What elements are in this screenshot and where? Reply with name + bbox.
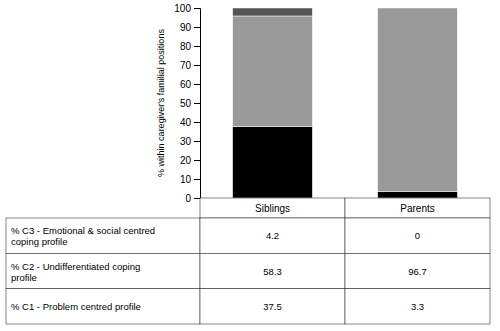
y-tick-mark (194, 8, 200, 9)
table-row-label-cell (6, 218, 200, 253)
y-tick-label: 10 (180, 174, 192, 185)
table-row-label-cell (6, 289, 200, 324)
table-row-label-line: profile (11, 271, 37, 282)
y-tick-mark (194, 179, 200, 180)
table-row-label: % C3 - Emotional & social centredcoping … (11, 225, 155, 247)
table-cell (200, 289, 345, 324)
table-row-label-line: % C1 - Problem centred profile (11, 301, 141, 312)
table-value: 58.3 (263, 266, 282, 277)
y-tick-label: 40 (180, 117, 192, 128)
table-value: 37.5 (263, 301, 282, 312)
y-tick-mark (194, 27, 200, 28)
y-tick: 100 (174, 3, 200, 14)
y-tick-label: 30 (180, 136, 192, 147)
y-tick: 80 (180, 41, 200, 52)
y-tick-label: 70 (180, 60, 192, 71)
bar-segment (233, 127, 313, 198)
table-row-label: % C1 - Problem centred profile (11, 301, 141, 312)
y-tick-mark (194, 141, 200, 142)
table-header-cell (345, 198, 490, 218)
y-tick-label: 100 (174, 3, 191, 14)
y-tick-label: 90 (180, 22, 192, 33)
table-row-label-line: coping profile (11, 236, 68, 247)
y-axis-line (194, 9, 201, 199)
table-row-label-line: % C3 - Emotional & social centred (11, 225, 155, 236)
bars (233, 8, 458, 198)
table-value: 4.2 (266, 230, 279, 241)
table-row-label: % C2 - Undifferentiated copingprofile (11, 260, 140, 282)
bar-segment (378, 8, 458, 9)
chart: 0 10 20 30 40 50 60 70 80 90 100 % within caregiver… (0, 0, 500, 331)
y-tick-mark (194, 160, 200, 161)
table-value: 96.7 (408, 266, 427, 277)
table-header: Parents (400, 203, 434, 214)
table-value: 0 (415, 230, 420, 241)
y-tick-label: 50 (180, 98, 192, 109)
table-cell (345, 289, 490, 324)
y-axis: 0 10 20 30 40 50 60 70 80 90 100 (174, 3, 200, 204)
y-axis-title: % within caregiver's familial positions (156, 29, 166, 177)
bar-segment (233, 16, 313, 127)
y-tick-label: 60 (180, 79, 192, 90)
y-tick: 0 (185, 193, 200, 204)
table-value: 3.3 (411, 301, 424, 312)
table-row-label-line: % C2 - Undifferentiated coping (11, 260, 140, 271)
table-cell (345, 218, 490, 253)
table-header-cell (200, 198, 345, 218)
y-tick-mark (194, 122, 200, 123)
y-tick-mark (194, 103, 200, 104)
y-tick-mark (194, 84, 200, 85)
y-tick-label: 80 (180, 41, 192, 52)
table-cell (345, 253, 490, 288)
y-tick-mark (194, 198, 200, 199)
y-tick-label: 0 (185, 193, 191, 204)
y-tick: 10 (180, 174, 200, 185)
y-tick: 40 (180, 117, 200, 128)
y-tick-mark (194, 65, 200, 66)
y-tick: 60 (180, 79, 200, 90)
y-tick: 70 (180, 60, 200, 71)
y-tick: 30 (180, 136, 200, 147)
table-cell (200, 218, 345, 253)
y-tick-label: 20 (180, 155, 192, 166)
table: Siblings Parents % C3 - Emotional & social… (6, 198, 490, 324)
table-row-label-cell (6, 253, 200, 288)
y-tick: 50 (180, 98, 200, 109)
y-tick: 90 (180, 22, 200, 33)
bar-segment (378, 192, 458, 198)
bar-segment (233, 8, 313, 16)
table-cell (200, 253, 345, 288)
bar-segment (378, 8, 458, 192)
table-header: Siblings (255, 203, 290, 214)
y-tick-mark (194, 46, 200, 47)
y-tick: 20 (180, 155, 200, 166)
